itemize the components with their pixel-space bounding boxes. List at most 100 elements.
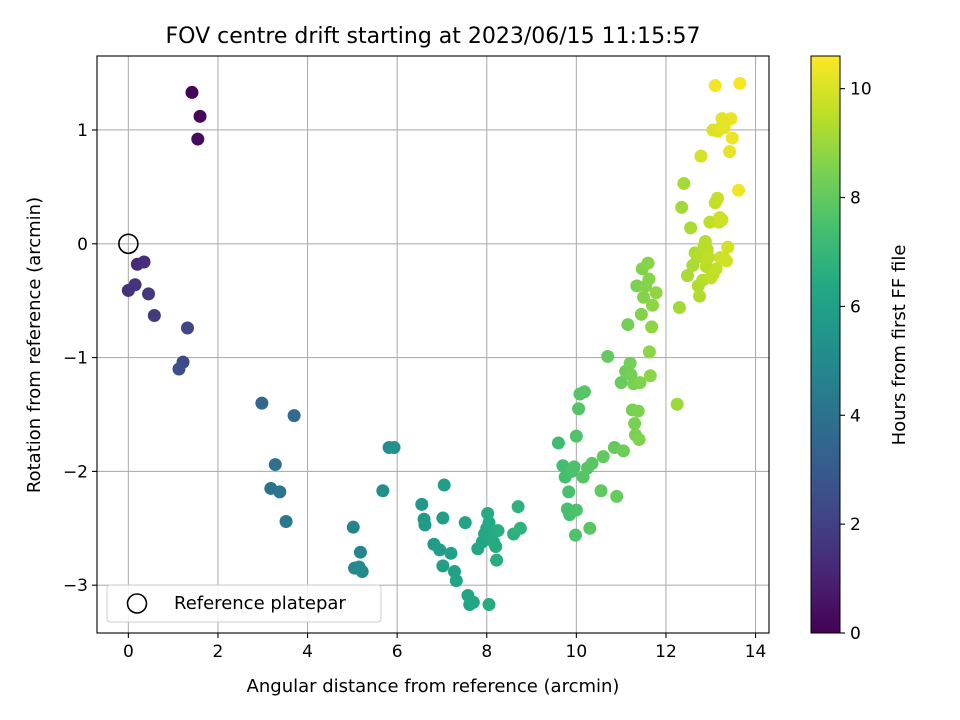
x-tick-label: 8 [481,642,492,662]
plot-frame [96,55,770,634]
data-point [180,321,194,335]
x-tick-label: 2 [213,642,224,662]
data-point [255,396,269,410]
data-point [142,287,156,301]
data-point [268,458,282,472]
data-point [721,240,735,254]
data-point [717,121,731,135]
data-point [567,460,581,474]
data-point [569,429,583,443]
y-axis-label: Rotation from reference (arcmin) [24,197,45,493]
data-point [724,112,738,126]
data-point [641,256,655,270]
data-point [355,565,369,579]
colorbar-ticks: 0 2 4 6 8 10 [840,80,872,644]
data-point [273,485,287,499]
data-point [279,514,293,528]
x-tick-label: 6 [392,642,403,662]
data-point [287,409,301,423]
data-point [631,404,645,418]
reference-platepar-marker [118,233,139,255]
legend-label-reference: Reference platepar [174,593,346,614]
data-point [346,520,360,534]
data-point [733,76,747,90]
y-tick-label: −2 [63,462,88,482]
data-point [710,191,724,205]
colorbar-tick-label: 0 [850,624,861,644]
colorbar-tick-label: 2 [850,515,861,535]
data-point [458,516,472,530]
colorbar-tick-label: 6 [850,297,861,317]
data-point [642,345,656,359]
data-point [511,500,525,514]
data-point [675,200,689,214]
data-point [709,262,723,276]
data-point [670,397,684,411]
data-point [490,553,504,567]
data-point [646,298,660,312]
data-point [732,183,746,197]
colorbar-label: Hours from first FF file [889,245,910,446]
data-point [551,436,565,450]
data-point [437,478,451,492]
data-point [569,503,583,517]
data-point [702,250,716,264]
data-point [621,318,635,332]
y-tick-label: 0 [77,235,88,255]
data-point [719,254,733,268]
data-point [491,524,505,538]
data-point [630,279,644,293]
data-point [191,132,205,146]
data-point [614,376,628,390]
colorbar-tick-label: 4 [850,406,861,426]
y-tick-label: 1 [77,121,88,141]
data-point [415,497,429,511]
data-point [677,176,691,190]
data-point [708,79,722,93]
data-point [645,320,659,334]
data-point [444,546,458,560]
data-point [672,301,686,315]
data-point [643,369,657,383]
data-point [147,308,161,322]
data-point [723,145,737,159]
data-point [616,444,630,458]
data-point [137,255,151,269]
colorbar-tick-label: 8 [850,189,861,209]
data-point [387,440,401,454]
legend-marker-reference [126,593,148,614]
data-point [715,213,729,227]
data-point [376,484,390,498]
data-point [693,289,707,303]
data-point [433,543,447,557]
data-point [725,131,739,145]
data-points [121,76,747,612]
x-tick-label: 10 [566,642,588,662]
data-point [436,559,450,573]
x-tick-label: 0 [123,642,134,662]
data-point [572,402,586,416]
data-point [185,85,199,99]
data-point [585,456,599,470]
grid [97,56,769,633]
data-point [128,278,142,292]
chart-title: FOV centre drift starting at 2023/06/15 … [166,24,701,49]
data-point [680,269,694,283]
data-point [649,286,663,300]
legend-box [106,584,382,623]
x-tick-label: 12 [655,642,677,662]
data-point [642,272,656,286]
data-point [594,484,608,498]
data-point [637,290,651,304]
legend: Reference platepar [106,584,382,623]
colorbar-tick-label: 10 [850,80,872,100]
data-point [583,521,597,535]
data-point [577,385,591,399]
data-point [684,221,698,235]
data-point [703,215,717,229]
data-point [513,521,527,535]
data-point [632,433,646,447]
x-tick-label: 4 [302,642,313,662]
x-tick-label: 14 [745,642,767,662]
data-point [596,450,610,464]
